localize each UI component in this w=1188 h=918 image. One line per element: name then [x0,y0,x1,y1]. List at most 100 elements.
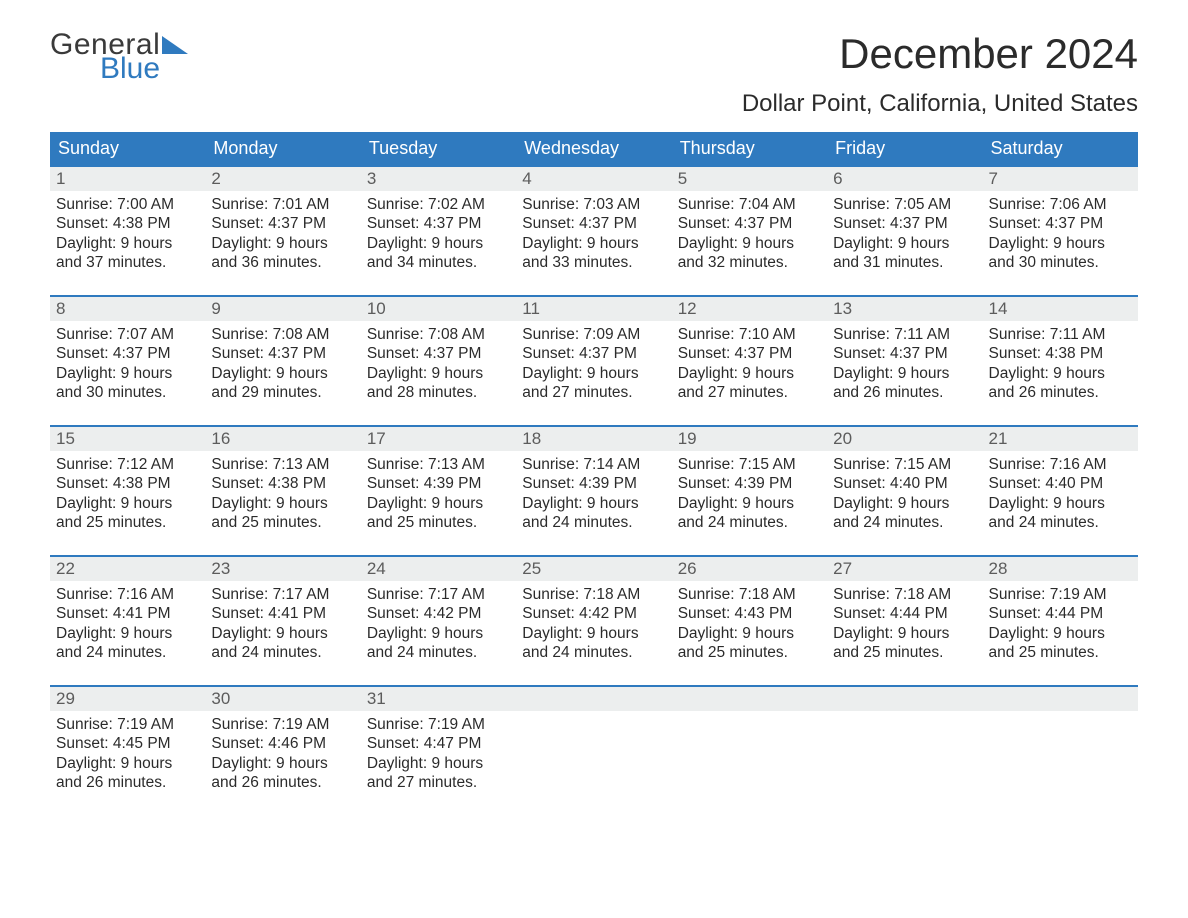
daylight-line: Daylight: 9 hours and 27 minutes. [367,754,510,793]
sunrise-line: Sunrise: 7:15 AM [678,455,821,474]
sunrise-line: Sunrise: 7:15 AM [833,455,976,474]
day-details: Sunrise: 7:03 AMSunset: 4:37 PMDaylight:… [516,191,671,279]
sunset-line: Sunset: 4:44 PM [989,604,1132,623]
calendar-cell: 11Sunrise: 7:09 AMSunset: 4:37 PMDayligh… [516,296,671,426]
daylight-line: Daylight: 9 hours and 24 minutes. [56,624,199,663]
day-number: 17 [361,427,516,451]
daylight-line: Daylight: 9 hours and 24 minutes. [522,624,665,663]
calendar-cell [672,686,827,815]
sunrise-line: Sunrise: 7:19 AM [211,715,354,734]
calendar-cell: 1Sunrise: 7:00 AMSunset: 4:38 PMDaylight… [50,166,205,296]
sunrise-line: Sunrise: 7:09 AM [522,325,665,344]
sunset-line: Sunset: 4:38 PM [989,344,1132,363]
sunrise-line: Sunrise: 7:16 AM [56,585,199,604]
header-row: General Blue December 2024 Dollar Point,… [50,30,1138,118]
sunset-line: Sunset: 4:42 PM [522,604,665,623]
calendar-cell: 10Sunrise: 7:08 AMSunset: 4:37 PMDayligh… [361,296,516,426]
location-subtitle: Dollar Point, California, United States [742,90,1138,118]
daylight-line: Daylight: 9 hours and 24 minutes. [211,624,354,663]
calendar-cell: 13Sunrise: 7:11 AMSunset: 4:37 PMDayligh… [827,296,982,426]
sunset-line: Sunset: 4:37 PM [211,214,354,233]
day-number: 6 [827,167,982,191]
sunrise-line: Sunrise: 7:12 AM [56,455,199,474]
day-details: Sunrise: 7:18 AMSunset: 4:42 PMDaylight:… [516,581,671,669]
sunrise-line: Sunrise: 7:13 AM [211,455,354,474]
sunset-line: Sunset: 4:47 PM [367,734,510,753]
day-details: Sunrise: 7:19 AMSunset: 4:45 PMDaylight:… [50,711,205,799]
daylight-line: Daylight: 9 hours and 26 minutes. [211,754,354,793]
daylight-line: Daylight: 9 hours and 26 minutes. [989,364,1132,403]
day-number: 7 [983,167,1138,191]
sunset-line: Sunset: 4:39 PM [678,474,821,493]
sunrise-line: Sunrise: 7:18 AM [522,585,665,604]
calendar-cell: 15Sunrise: 7:12 AMSunset: 4:38 PMDayligh… [50,426,205,556]
day-number: 22 [50,557,205,581]
calendar-cell: 31Sunrise: 7:19 AMSunset: 4:47 PMDayligh… [361,686,516,815]
day-details: Sunrise: 7:15 AMSunset: 4:39 PMDaylight:… [672,451,827,539]
day-number: 16 [205,427,360,451]
weekday-header: Tuesday [361,132,516,166]
day-details: Sunrise: 7:18 AMSunset: 4:43 PMDaylight:… [672,581,827,669]
sunset-line: Sunset: 4:42 PM [367,604,510,623]
daylight-line: Daylight: 9 hours and 24 minutes. [678,494,821,533]
calendar-cell: 20Sunrise: 7:15 AMSunset: 4:40 PMDayligh… [827,426,982,556]
calendar-head: Sunday Monday Tuesday Wednesday Thursday… [50,132,1138,166]
day-details: Sunrise: 7:19 AMSunset: 4:44 PMDaylight:… [983,581,1138,669]
calendar-week-row: 22Sunrise: 7:16 AMSunset: 4:41 PMDayligh… [50,556,1138,686]
daylight-line: Daylight: 9 hours and 25 minutes. [833,624,976,663]
day-number: 18 [516,427,671,451]
sunset-line: Sunset: 4:41 PM [56,604,199,623]
daylight-line: Daylight: 9 hours and 25 minutes. [989,624,1132,663]
sunrise-line: Sunrise: 7:18 AM [678,585,821,604]
daylight-line: Daylight: 9 hours and 31 minutes. [833,234,976,273]
day-number: 23 [205,557,360,581]
calendar-cell: 30Sunrise: 7:19 AMSunset: 4:46 PMDayligh… [205,686,360,815]
calendar-cell: 3Sunrise: 7:02 AMSunset: 4:37 PMDaylight… [361,166,516,296]
sunset-line: Sunset: 4:37 PM [367,344,510,363]
sunset-line: Sunset: 4:41 PM [211,604,354,623]
daylight-line: Daylight: 9 hours and 26 minutes. [833,364,976,403]
day-number: 10 [361,297,516,321]
day-number: 24 [361,557,516,581]
sunrise-line: Sunrise: 7:19 AM [56,715,199,734]
daylight-line: Daylight: 9 hours and 24 minutes. [522,494,665,533]
calendar-cell: 14Sunrise: 7:11 AMSunset: 4:38 PMDayligh… [983,296,1138,426]
sunset-line: Sunset: 4:37 PM [367,214,510,233]
day-number: 4 [516,167,671,191]
calendar-cell [983,686,1138,815]
calendar-week-row: 8Sunrise: 7:07 AMSunset: 4:37 PMDaylight… [50,296,1138,426]
title-block: December 2024 Dollar Point, California, … [742,30,1138,118]
calendar-cell: 28Sunrise: 7:19 AMSunset: 4:44 PMDayligh… [983,556,1138,686]
sunrise-line: Sunrise: 7:14 AM [522,455,665,474]
calendar-cell: 7Sunrise: 7:06 AMSunset: 4:37 PMDaylight… [983,166,1138,296]
sunrise-line: Sunrise: 7:08 AM [211,325,354,344]
sunrise-line: Sunrise: 7:11 AM [833,325,976,344]
day-details: Sunrise: 7:13 AMSunset: 4:39 PMDaylight:… [361,451,516,539]
logo-word-blue: Blue [100,54,188,84]
sunset-line: Sunset: 4:45 PM [56,734,199,753]
sunset-line: Sunset: 4:37 PM [522,214,665,233]
sunrise-line: Sunrise: 7:08 AM [367,325,510,344]
calendar-cell: 27Sunrise: 7:18 AMSunset: 4:44 PMDayligh… [827,556,982,686]
calendar-cell: 5Sunrise: 7:04 AMSunset: 4:37 PMDaylight… [672,166,827,296]
weekday-header: Thursday [672,132,827,166]
sunrise-line: Sunrise: 7:07 AM [56,325,199,344]
calendar-cell: 16Sunrise: 7:13 AMSunset: 4:38 PMDayligh… [205,426,360,556]
calendar-cell: 24Sunrise: 7:17 AMSunset: 4:42 PMDayligh… [361,556,516,686]
day-details: Sunrise: 7:05 AMSunset: 4:37 PMDaylight:… [827,191,982,279]
day-details: Sunrise: 7:02 AMSunset: 4:37 PMDaylight:… [361,191,516,279]
daylight-line: Daylight: 9 hours and 25 minutes. [56,494,199,533]
day-details: Sunrise: 7:19 AMSunset: 4:46 PMDaylight:… [205,711,360,799]
calendar-cell: 17Sunrise: 7:13 AMSunset: 4:39 PMDayligh… [361,426,516,556]
daylight-line: Daylight: 9 hours and 33 minutes. [522,234,665,273]
sunrise-line: Sunrise: 7:19 AM [989,585,1132,604]
calendar-cell: 12Sunrise: 7:10 AMSunset: 4:37 PMDayligh… [672,296,827,426]
day-number: 3 [361,167,516,191]
day-details: Sunrise: 7:16 AMSunset: 4:41 PMDaylight:… [50,581,205,669]
sunrise-line: Sunrise: 7:17 AM [367,585,510,604]
sunset-line: Sunset: 4:38 PM [56,214,199,233]
day-details: Sunrise: 7:08 AMSunset: 4:37 PMDaylight:… [361,321,516,409]
day-details: Sunrise: 7:14 AMSunset: 4:39 PMDaylight:… [516,451,671,539]
sunrise-line: Sunrise: 7:17 AM [211,585,354,604]
weekday-header: Sunday [50,132,205,166]
